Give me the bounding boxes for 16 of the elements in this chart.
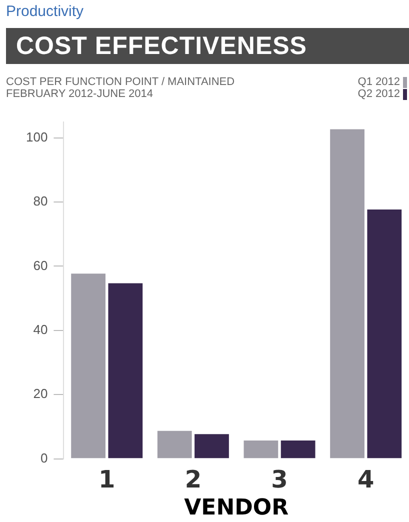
- y-tick-label: 20: [33, 386, 48, 402]
- y-tick-label: 0: [40, 450, 48, 466]
- chart-title: COST EFFECTIVENESS: [6, 28, 409, 64]
- legend-label: Q1 2012: [358, 76, 400, 88]
- y-tick-label: 80: [33, 194, 48, 209]
- y-tick-label: 100: [26, 129, 48, 144]
- x-tick-label: 1: [98, 465, 116, 494]
- x-tick-label: 4: [357, 465, 374, 494]
- legend-label: Q2 2012: [358, 88, 400, 100]
- y-tick-label: 60: [33, 258, 48, 273]
- x-tick-label: 3: [271, 465, 288, 494]
- x-axis-title: VENDOR: [184, 496, 289, 521]
- x-tick-label: 2: [184, 465, 202, 494]
- text: Productivity: [6, 3, 84, 20]
- chart-subtitle: COST PER FUNCTION POINT / MAINTAINED FEBRUARY 2012-JUNE 2014: [6, 76, 235, 100]
- y-tick-label: 40: [33, 322, 48, 337]
